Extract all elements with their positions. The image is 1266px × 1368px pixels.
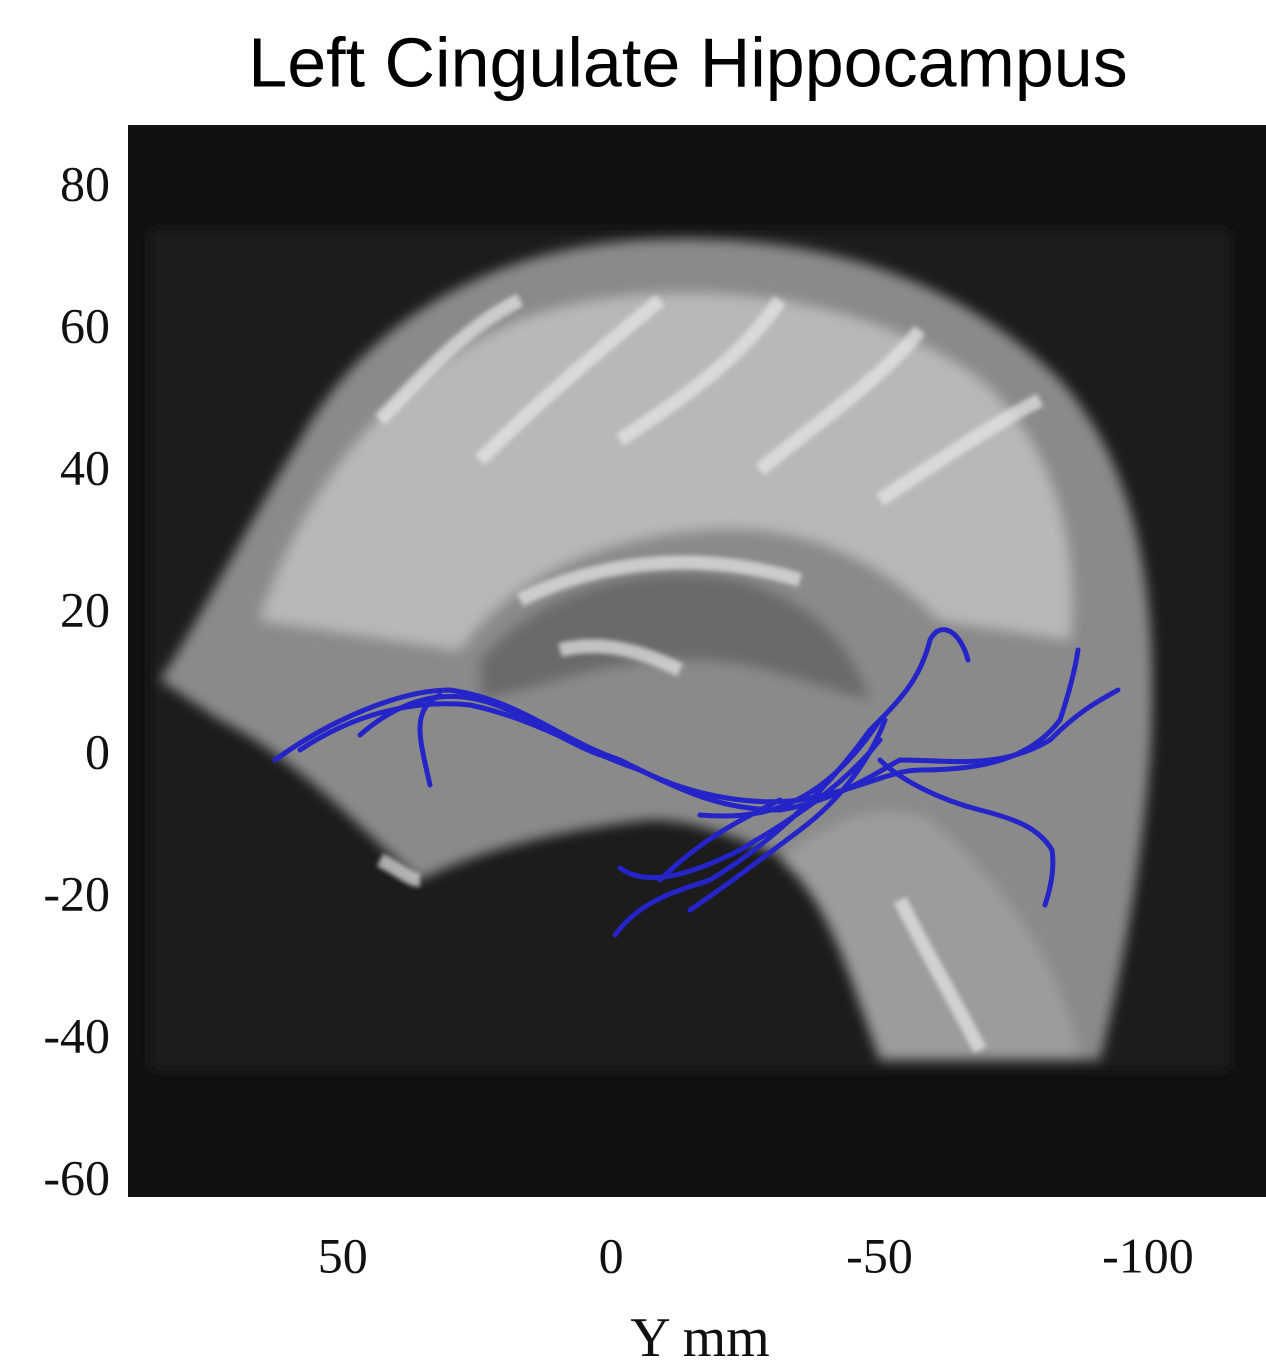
y-tick-label: 60	[60, 297, 110, 353]
y-tick-label: 0	[85, 723, 110, 779]
y-tick-label: 20	[60, 581, 110, 637]
figure: Left Cingulate Hippocampus	[0, 0, 1266, 1368]
y-tick-label: 40	[60, 439, 110, 495]
x-tick-label: 50	[318, 1227, 368, 1283]
y-tick-label: -60	[43, 1149, 110, 1205]
x-tick-label: 0	[599, 1227, 624, 1283]
mri-image	[128, 125, 1266, 1197]
y-tick-label: 80	[60, 155, 110, 211]
y-tick-label: -20	[43, 865, 110, 921]
x-tick-label: -50	[846, 1227, 913, 1283]
y-tick-label: -40	[43, 1007, 110, 1063]
x-tick-label: -100	[1102, 1227, 1194, 1283]
x-axis-label: Y mm	[630, 1307, 769, 1368]
chart-title: Left Cingulate Hippocampus	[248, 23, 1127, 101]
